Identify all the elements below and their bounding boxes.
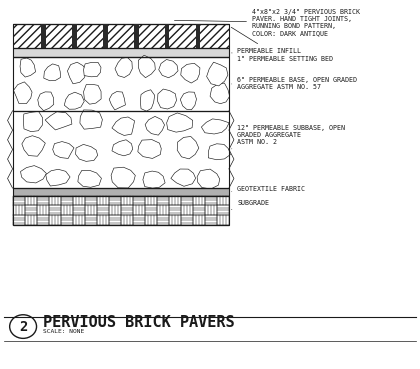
Polygon shape — [13, 82, 32, 104]
Bar — [105, 24, 136, 48]
Polygon shape — [64, 92, 84, 109]
Bar — [167, 24, 198, 48]
Bar — [72, 24, 77, 48]
Polygon shape — [22, 136, 45, 156]
Polygon shape — [143, 171, 165, 188]
Polygon shape — [20, 58, 36, 77]
Polygon shape — [44, 64, 60, 81]
Bar — [103, 24, 108, 48]
Polygon shape — [177, 137, 199, 159]
Polygon shape — [138, 55, 155, 78]
Bar — [44, 24, 74, 48]
Polygon shape — [159, 59, 178, 78]
Polygon shape — [84, 85, 101, 104]
Polygon shape — [158, 89, 176, 109]
Bar — [136, 24, 167, 48]
Text: 6" PERMEABLE BASE, OPEN GRADED
AGGREGATE ASTM NO. 57: 6" PERMEABLE BASE, OPEN GRADED AGGREGATE… — [232, 77, 357, 90]
Bar — [165, 24, 169, 48]
Polygon shape — [76, 144, 98, 161]
Polygon shape — [197, 169, 220, 189]
Polygon shape — [38, 92, 54, 111]
Text: 1" PERMEABLE SETTING BED: 1" PERMEABLE SETTING BED — [232, 53, 333, 62]
Bar — [198, 24, 229, 48]
Polygon shape — [180, 92, 197, 110]
Polygon shape — [111, 167, 135, 188]
Polygon shape — [45, 112, 72, 130]
Polygon shape — [84, 62, 101, 77]
Bar — [13, 111, 229, 188]
Polygon shape — [109, 92, 126, 110]
Polygon shape — [112, 117, 134, 135]
Polygon shape — [167, 113, 193, 132]
Polygon shape — [112, 140, 133, 156]
Polygon shape — [207, 62, 228, 86]
Polygon shape — [80, 110, 102, 129]
Polygon shape — [21, 166, 47, 183]
Polygon shape — [78, 170, 102, 187]
Bar — [13, 57, 229, 111]
Text: PERVIOUS BRICK PAVERS: PERVIOUS BRICK PAVERS — [43, 315, 234, 330]
Polygon shape — [138, 139, 161, 158]
Text: SUBGRADE: SUBGRADE — [231, 200, 269, 210]
Bar — [196, 24, 200, 48]
Polygon shape — [68, 62, 87, 84]
Polygon shape — [171, 169, 196, 186]
Bar — [74, 24, 105, 48]
Polygon shape — [145, 116, 165, 135]
Text: SCALE: NONE: SCALE: NONE — [43, 329, 84, 334]
Polygon shape — [140, 90, 155, 111]
Bar — [13, 196, 229, 225]
Polygon shape — [210, 83, 230, 104]
Text: 2: 2 — [19, 320, 27, 334]
Polygon shape — [201, 119, 229, 134]
Text: PERMEABLE INFILL: PERMEABLE INFILL — [231, 27, 301, 54]
Text: GEOTEXTILE FABRIC: GEOTEXTILE FABRIC — [232, 186, 305, 192]
Polygon shape — [52, 142, 74, 158]
Polygon shape — [208, 144, 231, 160]
Polygon shape — [181, 63, 200, 83]
Text: 12" PERMEABLE SUBBASE, OPEN
GRADED AGGREGATE
ASTM NO. 2: 12" PERMEABLE SUBBASE, OPEN GRADED AGGRE… — [231, 125, 345, 149]
Bar — [134, 24, 139, 48]
Bar — [13, 188, 229, 196]
Bar — [13, 24, 44, 48]
Polygon shape — [46, 169, 70, 186]
Bar — [41, 24, 46, 48]
Polygon shape — [24, 111, 43, 132]
Bar — [13, 48, 229, 57]
Text: 4"x8"x2 3/4" PERVIOUS BRICK
PAVER. HAND TIGHT JOINTS,
RUNNING BOND PATTERN,
COLO: 4"x8"x2 3/4" PERVIOUS BRICK PAVER. HAND … — [174, 9, 360, 36]
Polygon shape — [115, 58, 132, 77]
